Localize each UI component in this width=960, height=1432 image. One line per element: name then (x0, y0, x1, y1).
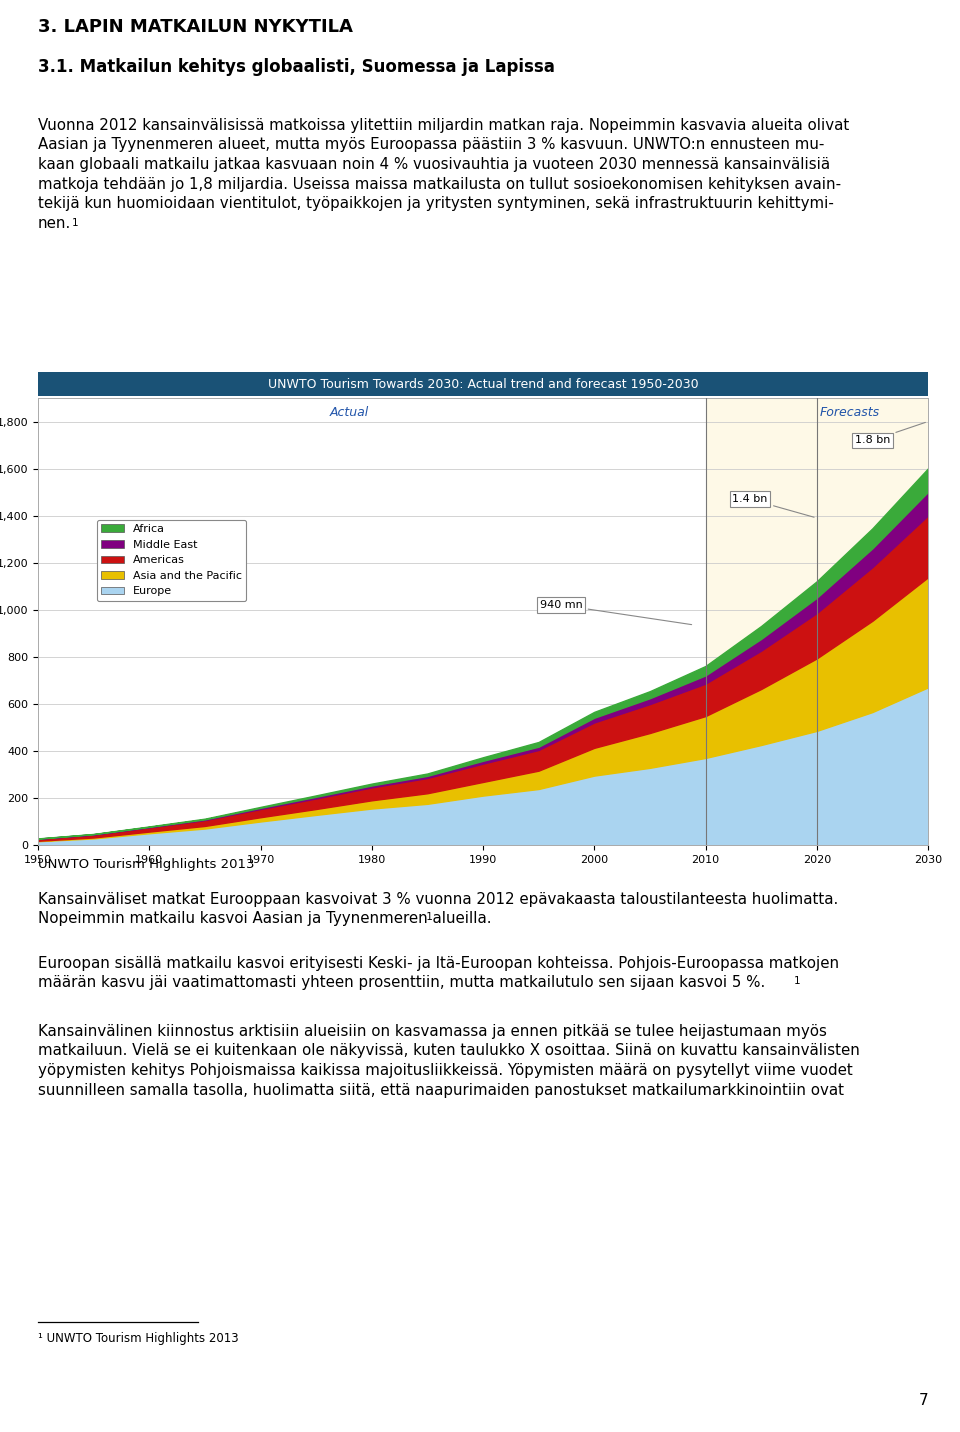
Text: 7: 7 (919, 1393, 928, 1408)
Text: tekijä kun huomioidaan vientitulot, työpaikkojen ja yritysten syntyminen, sekä i: tekijä kun huomioidaan vientitulot, työp… (38, 196, 834, 211)
Text: Euroopan sisällä matkailu kasvoi erityisesti Keski- ja Itä-Euroopan kohteissa. P: Euroopan sisällä matkailu kasvoi erityis… (38, 957, 839, 971)
Text: UNWTO Tourism Towards 2030: Actual trend and forecast 1950-2030: UNWTO Tourism Towards 2030: Actual trend… (268, 378, 698, 391)
Text: 1: 1 (423, 912, 433, 922)
Text: yöpymisten kehitys Pohjoismaissa kaikissa majoitusliikkeissä. Yöpymisten määrä o: yöpymisten kehitys Pohjoismaissa kaikiss… (38, 1063, 852, 1078)
Text: 1.4 bn: 1.4 bn (732, 494, 814, 517)
Text: 940 mn: 940 mn (540, 600, 691, 624)
Text: kaan globaali matkailu jatkaa kasvuaan noin 4 % vuosivauhtia ja vuoteen 2030 men: kaan globaali matkailu jatkaa kasvuaan n… (38, 158, 830, 172)
Bar (38, 372, 928, 397)
Text: Nopeimmin matkailu kasvoi Aasian ja Tyynenmeren alueilla.: Nopeimmin matkailu kasvoi Aasian ja Tyyn… (38, 912, 492, 927)
Text: Kansainväliset matkat Eurooppaan kasvoivat 3 % vuonna 2012 epävakaasta taloustil: Kansainväliset matkat Eurooppaan kasvoiv… (38, 892, 838, 906)
Legend: Africa, Middle East, Americas, Asia and the Pacific, Europe: Africa, Middle East, Americas, Asia and … (97, 520, 246, 601)
Text: suunnilleen samalla tasolla, huolimatta siitä, että naapurimaiden panostukset ma: suunnilleen samalla tasolla, huolimatta … (38, 1083, 844, 1097)
Text: Vuonna 2012 kansainvälisissä matkoissa ylitettiin miljardin matkan raja. Nopeimm: Vuonna 2012 kansainvälisissä matkoissa y… (38, 117, 850, 133)
Text: matkoja tehdään jo 1,8 miljardia. Useissa maissa matkailusta on tullut sosioekon: matkoja tehdään jo 1,8 miljardia. Useiss… (38, 176, 841, 192)
Text: nen.: nen. (38, 215, 71, 231)
Text: Forecasts: Forecasts (820, 405, 880, 418)
Text: Kansainvälinen kiinnostus arktisiin alueisiin on kasvamassa ja ennen pitkää se t: Kansainvälinen kiinnostus arktisiin alue… (38, 1024, 827, 1040)
Text: 1.8 bn: 1.8 bn (854, 422, 925, 445)
Text: 3. LAPIN MATKAILUN NYKYTILA: 3. LAPIN MATKAILUN NYKYTILA (38, 19, 353, 36)
Text: matkailuun. Vielä se ei kuitenkaan ole näkyvissä, kuten taulukko X osoittaa. Sii: matkailuun. Vielä se ei kuitenkaan ole n… (38, 1044, 860, 1058)
Text: 1: 1 (72, 218, 79, 228)
Text: määrän kasvu jäi vaatimattomasti yhteen prosenttiin, mutta matkailutulo sen sija: määrän kasvu jäi vaatimattomasti yhteen … (38, 975, 765, 991)
Text: Actual: Actual (330, 405, 370, 418)
Text: UNWTO Tourism Highlights 2013: UNWTO Tourism Highlights 2013 (38, 858, 254, 871)
Bar (706, 398, 928, 845)
Text: 3.1. Matkailun kehitys globaalisti, Suomessa ja Lapissa: 3.1. Matkailun kehitys globaalisti, Suom… (38, 59, 555, 76)
Text: ¹ UNWTO Tourism Highlights 2013: ¹ UNWTO Tourism Highlights 2013 (38, 1332, 239, 1345)
Text: Aasian ja Tyynenmeren alueet, mutta myös Euroopassa päästiin 3 % kasvuun. UNWTO:: Aasian ja Tyynenmeren alueet, mutta myös… (38, 137, 825, 152)
Text: 1: 1 (794, 977, 801, 987)
